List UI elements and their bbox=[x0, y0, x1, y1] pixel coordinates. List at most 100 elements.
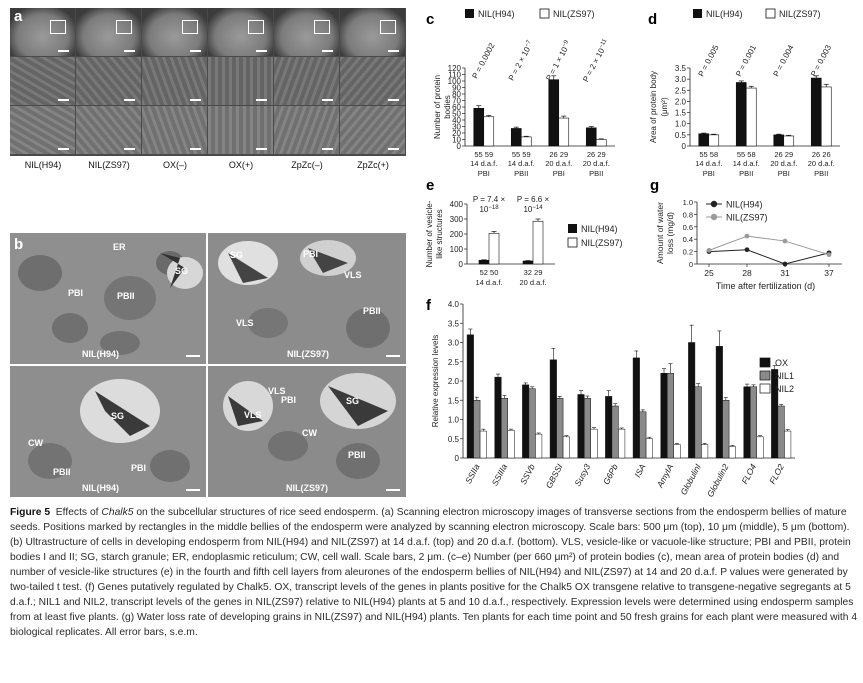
sem-tile bbox=[76, 8, 141, 56]
bar bbox=[473, 400, 481, 459]
y-tick-label: 40 bbox=[452, 116, 461, 125]
label-vls: VLS bbox=[236, 318, 254, 328]
y-tick-label: 1.5 bbox=[448, 396, 460, 405]
tem-texture bbox=[208, 233, 406, 364]
label-genotype: NIL(H94) bbox=[82, 483, 120, 493]
bar bbox=[488, 232, 500, 265]
p-value-exponent: −7 bbox=[524, 39, 533, 48]
x-tick-label: 37 bbox=[824, 268, 834, 278]
y-axis-label: Relative expression levels bbox=[431, 335, 440, 428]
y-tick-label: 110 bbox=[448, 71, 461, 80]
bar bbox=[522, 260, 534, 265]
time-label: 20 d.a.f. bbox=[808, 159, 835, 168]
label-genotype: NIL(ZS97) bbox=[287, 349, 330, 359]
sem-tile bbox=[274, 57, 339, 105]
tem-texture bbox=[208, 366, 406, 497]
panel-b-letter: b bbox=[14, 236, 24, 253]
sample-size-label: 26 29 bbox=[587, 150, 606, 159]
scale-bar bbox=[322, 148, 333, 150]
bar bbox=[694, 386, 702, 459]
scale-bar bbox=[388, 148, 399, 150]
scale-bar bbox=[58, 50, 69, 52]
label-vls: VLS bbox=[244, 410, 262, 420]
y-tick-label: 0.5 bbox=[675, 131, 687, 140]
label-pbii: PBII bbox=[363, 306, 381, 316]
bar bbox=[585, 127, 597, 147]
y-axis-label: Number of vesicle- bbox=[425, 200, 434, 267]
bar bbox=[535, 433, 543, 459]
sem-tile bbox=[208, 106, 273, 154]
bar bbox=[783, 135, 795, 147]
pb-label: PBI bbox=[778, 169, 790, 178]
y-tick-label: 100 bbox=[448, 77, 462, 86]
p-value-label: P = 7.4 × bbox=[473, 195, 506, 204]
y-tick-label: 4.0 bbox=[448, 300, 460, 309]
column-label: ZpZc(+) bbox=[357, 160, 389, 170]
column-label: NIL(ZS97) bbox=[88, 160, 130, 170]
bar bbox=[549, 359, 557, 459]
label-cw: CW bbox=[28, 438, 43, 448]
p-value-label: P = 0.001 bbox=[734, 43, 758, 78]
legend-swatch bbox=[765, 8, 776, 19]
panel-c-letter: c bbox=[426, 11, 434, 28]
gene-label: SSIIIa bbox=[490, 462, 510, 487]
y-tick-label: 2.0 bbox=[448, 377, 460, 386]
bar bbox=[639, 411, 647, 459]
y-tick-label: 0.8 bbox=[683, 210, 693, 219]
data-point bbox=[782, 261, 788, 267]
bar bbox=[688, 342, 696, 459]
p-value-label: P = 2 × 10−7 bbox=[507, 39, 536, 82]
gene-label: GlobulinI bbox=[678, 462, 703, 497]
series-line bbox=[708, 235, 830, 256]
series-line bbox=[708, 249, 830, 265]
gene-label: AmyIA bbox=[654, 462, 675, 490]
y-tick-label: 1.0 bbox=[683, 198, 693, 207]
y-tick-label: 2.0 bbox=[675, 97, 687, 106]
panel-f-letter: f bbox=[426, 297, 432, 314]
scale-bar bbox=[186, 489, 200, 491]
selection-rectangle bbox=[50, 20, 66, 34]
time-label: 14 d.a.f. bbox=[475, 278, 502, 287]
legend-label: NIL(H94) bbox=[581, 224, 618, 234]
panel-e-letter: e bbox=[426, 177, 434, 194]
legend-marker bbox=[710, 213, 718, 221]
bar bbox=[562, 436, 570, 459]
scale-bar bbox=[58, 148, 69, 150]
bar bbox=[618, 428, 626, 459]
gene-label: GBSSI bbox=[544, 462, 565, 490]
data-point bbox=[744, 247, 750, 253]
x-tick-label: 25 bbox=[704, 268, 714, 278]
column-label: NIL(H94) bbox=[24, 160, 62, 170]
sample-size-label: 55 58 bbox=[699, 150, 718, 159]
scale-bar bbox=[190, 99, 201, 101]
bar bbox=[632, 357, 640, 459]
y-tick-label: 0 bbox=[455, 454, 460, 463]
y-axis-label: Area of protein body bbox=[649, 71, 658, 143]
y-tick-label: 3.0 bbox=[675, 75, 687, 84]
p-value-label: P = 0.003 bbox=[809, 43, 833, 78]
p-value-label: P = 0.004 bbox=[772, 43, 796, 78]
y-tick-label: 0.2 bbox=[683, 248, 693, 257]
gene-label: G6Pb bbox=[601, 462, 620, 486]
y-axis-label-line2: bodies bbox=[443, 95, 452, 119]
gene-label: FLO4 bbox=[739, 462, 758, 486]
legend-label: NIL(H94) bbox=[478, 9, 515, 19]
bar bbox=[756, 436, 764, 459]
bar bbox=[667, 373, 674, 459]
p-value-label: P = 6.6 × bbox=[517, 195, 550, 204]
y-tick-label: 60 bbox=[452, 103, 461, 112]
legend-swatch bbox=[465, 9, 474, 18]
pb-label: PBI bbox=[703, 169, 715, 178]
y-axis-label: Number of protein bbox=[433, 75, 442, 139]
scale-bar bbox=[124, 148, 135, 150]
sem-tile bbox=[340, 106, 405, 154]
sample-size-label: 26 29 bbox=[549, 150, 568, 159]
sample-size-label: 26 29 bbox=[774, 150, 793, 159]
label-genotype: NIL(ZS97) bbox=[286, 483, 329, 493]
sample-size-label: 26 26 bbox=[812, 150, 831, 159]
y-axis-label-line2: like structures bbox=[435, 209, 444, 258]
sem-tile bbox=[340, 57, 405, 105]
bar bbox=[773, 134, 785, 147]
tem-texture bbox=[10, 233, 206, 364]
bar bbox=[532, 220, 544, 265]
